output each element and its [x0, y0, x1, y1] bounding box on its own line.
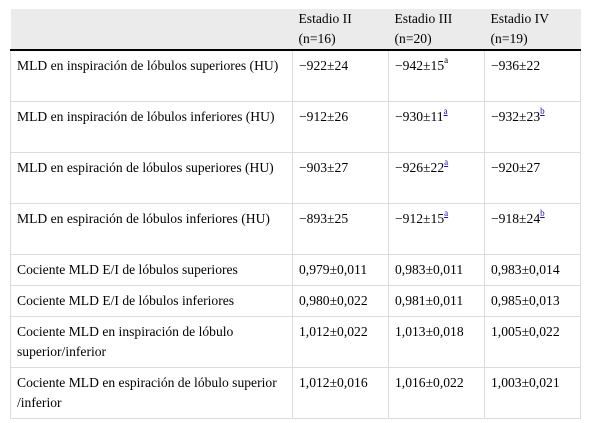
value-cell: −893±25	[292, 203, 389, 255]
value-cell: −920±27	[484, 152, 581, 204]
value-cell: 0,981±0,011	[388, 285, 485, 317]
value-cell: 0,980±0,022	[292, 285, 389, 317]
footnote-a: a	[444, 55, 449, 66]
value-cell: −918±24b	[484, 203, 581, 255]
table-row: Cociente MLD en espiración de lóbulo sup…	[10, 367, 581, 419]
row-label: Cociente MLD E/I de lóbulos inferiores	[10, 285, 293, 317]
row-label: MLD en inspiración de lóbulos superiores…	[10, 49, 293, 102]
table-row: Cociente MLD en inspiración de lóbulo su…	[10, 316, 581, 368]
row-label: Cociente MLD en espiración de lóbulo sup…	[10, 367, 293, 419]
row-label: MLD en espiración de lóbulos inferiores …	[10, 203, 293, 255]
value-cell: 0,983±0,014	[484, 254, 581, 286]
value-cell: 0,983±0,011	[388, 254, 485, 286]
table-row: Cociente MLD E/I de lóbulos superiores 0…	[10, 254, 581, 286]
table-row: MLD en espiración de lóbulos superiores …	[10, 152, 581, 204]
header-row: Estadio II (n=16) Estadio III (n=20) Estad…	[10, 9, 581, 50]
value-cell: −922±24	[292, 49, 389, 102]
footnote-link-a[interactable]: a	[444, 208, 449, 219]
value-cell: 1,016±0,022	[388, 367, 485, 419]
footnote-link-a[interactable]: a	[444, 157, 449, 168]
table-row: Cociente MLD E/I de lóbulos inferiores 0…	[10, 285, 581, 317]
header-stage-iv: Estadio IV (n=19)	[484, 9, 581, 50]
header-stage-label: Estadio IV	[490, 11, 550, 26]
header-empty-cell	[10, 9, 293, 50]
footnote-link-a[interactable]: a	[443, 106, 448, 117]
value-cell: −942±15a	[388, 49, 485, 102]
value-cell: −926±22a	[388, 152, 485, 204]
header-sample-size: (n=19)	[490, 31, 528, 46]
footnote-link-b[interactable]: b	[540, 106, 545, 117]
value-cell: −932±23b	[484, 101, 581, 153]
value-cell: −936±22	[484, 49, 581, 102]
table-row: MLD en inspiración de lóbulos inferiores…	[10, 101, 581, 153]
value-cell: 1,012±0,016	[292, 367, 389, 419]
table-row: MLD en espiración de lóbulos inferiores …	[10, 203, 581, 255]
value-cell: 0,979±0,011	[292, 254, 389, 286]
header-stage-label: Estadio III	[394, 11, 453, 26]
header-stage-ii: Estadio II (n=16)	[292, 9, 389, 50]
value-cell: −912±26	[292, 101, 389, 153]
value-cell: 1,012±0,022	[292, 316, 389, 368]
results-table: Estadio II (n=16) Estadio III (n=20) Estad…	[10, 9, 581, 419]
header-sample-size: (n=20)	[394, 31, 432, 46]
table-row: MLD en inspiración de lóbulos superiores…	[10, 49, 581, 102]
row-label: MLD en espiración de lóbulos superiores …	[10, 152, 293, 204]
row-label: Cociente MLD en inspiración de lóbulo su…	[10, 316, 293, 368]
header-stage-iii: Estadio III (n=20)	[388, 9, 485, 50]
value-cell: 1,013±0,018	[388, 316, 485, 368]
value-cell: −930±11a	[388, 101, 485, 153]
value-cell: −903±27	[292, 152, 389, 204]
value-cell: 1,005±0,022	[484, 316, 581, 368]
value-cell: −912±15a	[388, 203, 485, 255]
row-label: MLD en inspiración de lóbulos inferiores…	[10, 101, 293, 153]
header-sample-size: (n=16)	[298, 31, 336, 46]
footnote-link-b[interactable]: b	[540, 208, 545, 219]
value-cell: 0,985±0,013	[484, 285, 581, 317]
header-stage-label: Estadio II	[298, 11, 352, 26]
value-cell: 1,003±0,021	[484, 367, 581, 419]
row-label: Cociente MLD E/I de lóbulos superiores	[10, 254, 293, 286]
